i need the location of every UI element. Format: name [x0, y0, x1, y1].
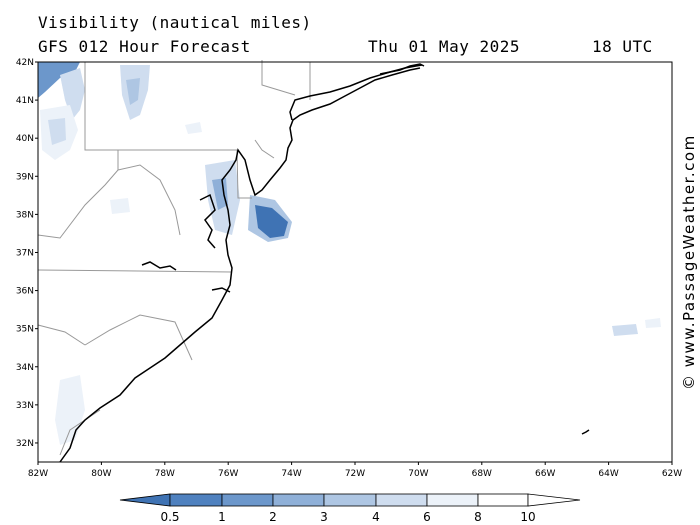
- lat-label: 33N: [16, 401, 34, 411]
- colorbar-label: 6: [423, 510, 431, 524]
- state-border: [84, 314, 193, 361]
- visibility-patch: [110, 198, 130, 214]
- forecast-subtitle: GFS 012 Hour Forecast: [38, 37, 251, 56]
- lon-label: 74W: [281, 469, 301, 479]
- lon-label: 78W: [155, 469, 175, 479]
- visibility-patch: [38, 62, 80, 98]
- visibility-patch: [612, 324, 638, 336]
- lat-label: 37N: [16, 248, 34, 258]
- latitude-axis: 42N 41N 40N 39N 38N 37N 36N 35N 34N 33N 32N: [16, 58, 38, 449]
- colorbar-segment: [426, 493, 479, 507]
- lat-label: 35N: [16, 325, 34, 335]
- visibility-patch: [48, 118, 66, 145]
- lon-label: 72W: [345, 469, 365, 479]
- lat-label: 39N: [16, 172, 34, 182]
- sound-shore: [211, 287, 231, 293]
- state-border: [85, 149, 181, 236]
- lon-label: 64W: [598, 469, 618, 479]
- lon-label: 80W: [91, 469, 111, 479]
- lon-label: 68W: [472, 469, 492, 479]
- lat-label: 32N: [16, 439, 34, 449]
- colorbar-label: 0.5: [160, 510, 179, 524]
- lat-label: 40N: [16, 134, 34, 144]
- coastline: [59, 63, 590, 463]
- state-border: [261, 60, 296, 96]
- colorbar-label: 1: [218, 510, 226, 524]
- colorbar-label: 10: [520, 510, 535, 524]
- forecast-time: 18 UTC: [592, 37, 653, 56]
- coastline-bay: [199, 193, 216, 249]
- colorbar-label: 8: [474, 510, 482, 524]
- state-border: [37, 169, 119, 239]
- colorbar-label: 4: [372, 510, 380, 524]
- state-border: [37, 269, 233, 273]
- forecast-date: Thu 01 May 2025: [368, 37, 520, 56]
- state-border: [254, 139, 275, 159]
- credit-text: © www.PassageWeather.com: [680, 134, 698, 390]
- colorbar-label: 2: [269, 510, 277, 524]
- visibility-patch: [60, 68, 85, 120]
- colorbar-arrow-high: [527, 493, 581, 507]
- lat-label: 36N: [16, 287, 34, 297]
- visibility-shading: [38, 62, 661, 445]
- lat-label: 42N: [16, 58, 34, 68]
- colorbar-label: 3: [320, 510, 328, 524]
- map-title: Visibility (nautical miles): [38, 13, 312, 32]
- longitude-axis: 82W 80W 78W 76W 74W 72W 70W 68W 66W 64W 62W: [28, 462, 682, 479]
- coastline-new-england: [379, 63, 425, 75]
- colorbar-segment: [272, 493, 325, 507]
- map-area: [38, 62, 672, 462]
- colorbar-arrow-low: [119, 493, 171, 507]
- state-border: [37, 324, 86, 346]
- state-border: [236, 149, 252, 199]
- colorbar-segment: [477, 493, 529, 507]
- visibility-low-core: [255, 205, 288, 238]
- lon-label: 76W: [218, 469, 238, 479]
- colorbar-segment: [221, 493, 274, 507]
- lake-shore: [141, 261, 177, 271]
- colorbar-segment: [169, 493, 223, 507]
- lat-label: 34N: [16, 363, 34, 373]
- colorbar-segment: [323, 493, 377, 507]
- lon-label: 62W: [662, 469, 682, 479]
- visibility-patch: [185, 122, 202, 134]
- visibility-patch: [126, 78, 140, 105]
- visibility-patch: [645, 318, 661, 328]
- lat-label: 41N: [16, 96, 34, 106]
- colorbar: 0.5 1 2 3 4 6 8 10: [119, 493, 581, 524]
- state-borders: [37, 60, 311, 456]
- lon-label: 82W: [28, 469, 48, 479]
- lat-label: 38N: [16, 210, 34, 220]
- lon-label: 70W: [408, 469, 428, 479]
- colorbar-segment: [375, 493, 428, 507]
- coastline-east: [59, 67, 421, 463]
- lon-label: 66W: [535, 469, 555, 479]
- visibility-patch: [212, 178, 228, 210]
- island-shore: [581, 429, 590, 435]
